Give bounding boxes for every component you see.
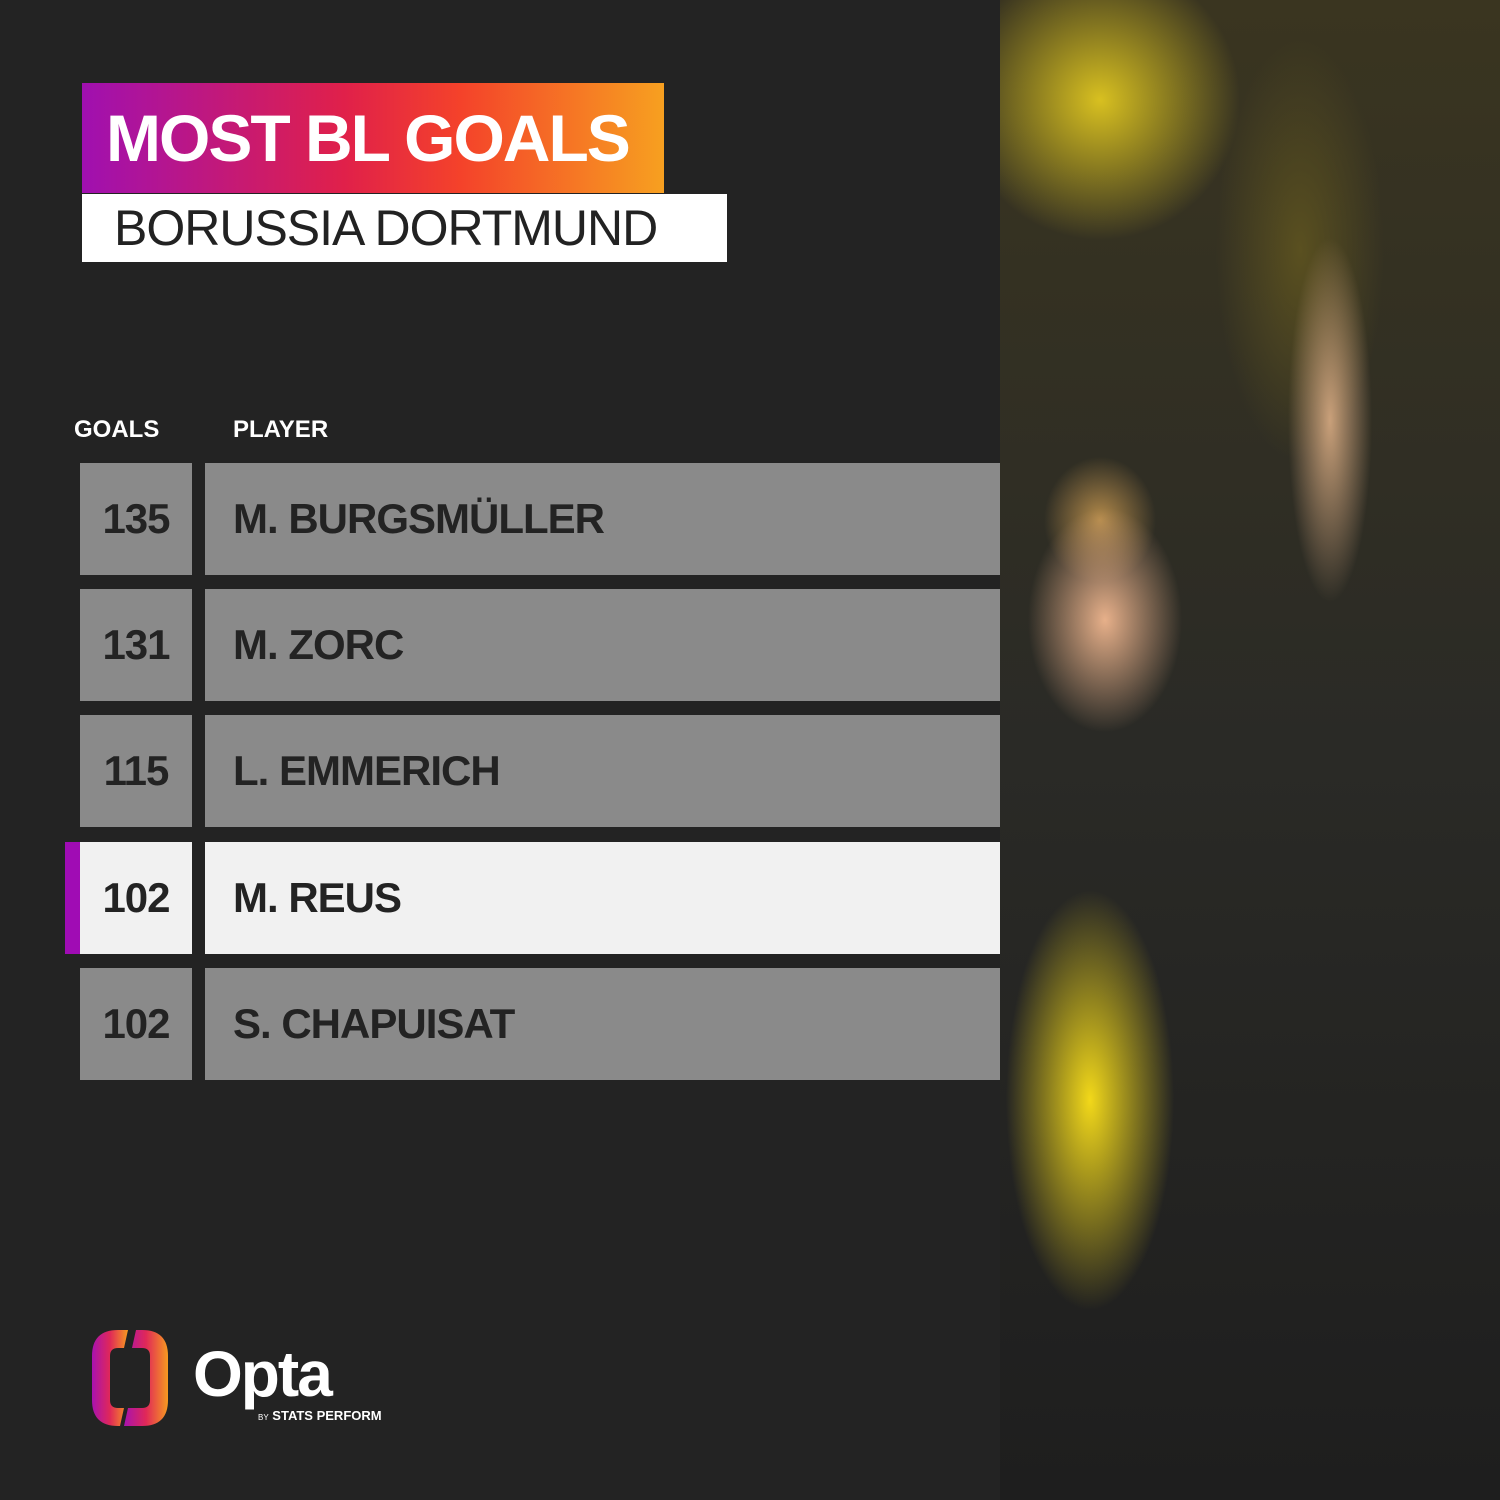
goals-cell: 102 (80, 842, 192, 954)
brand-by: BY (258, 1413, 269, 1422)
player-column-header: PLAYER (233, 416, 329, 443)
player-cell: L. EMMERICH (205, 715, 1000, 827)
player-cell: M. REUS (205, 842, 1000, 954)
title-banner: MOST BL GOALS (82, 83, 664, 193)
brand-tagline: BY STATS PERFORM (258, 1409, 382, 1423)
highlight-marker (65, 842, 80, 954)
player-cell: M. ZORC (205, 589, 1000, 701)
table-row: 102 M. REUS (65, 842, 1000, 954)
table-row: 115 L. EMMERICH (80, 715, 1000, 827)
goals-cell: 135 (80, 463, 192, 575)
goals-cell: 102 (80, 968, 192, 1080)
table-row: 131 M. ZORC (80, 589, 1000, 701)
player-cell: M. BURGSMÜLLER (205, 463, 1000, 575)
player-cell: S. CHAPUISAT (205, 968, 1000, 1080)
goals-column-header: GOALS (74, 416, 160, 443)
brand-name: Opta (193, 1338, 333, 1410)
brand-tagline-text: STATS PERFORM (272, 1408, 382, 1423)
goals-cell: 115 (80, 715, 192, 827)
table-row: 102 S. CHAPUISAT (80, 968, 1000, 1080)
player-photo (1000, 0, 1500, 1500)
goals-cell: 131 (80, 589, 192, 701)
opta-logo-icon (92, 1330, 168, 1426)
table-row: 135 M. BURGSMÜLLER (80, 463, 1000, 575)
subtitle-banner: BORUSSIA DORTMUND (82, 194, 727, 262)
